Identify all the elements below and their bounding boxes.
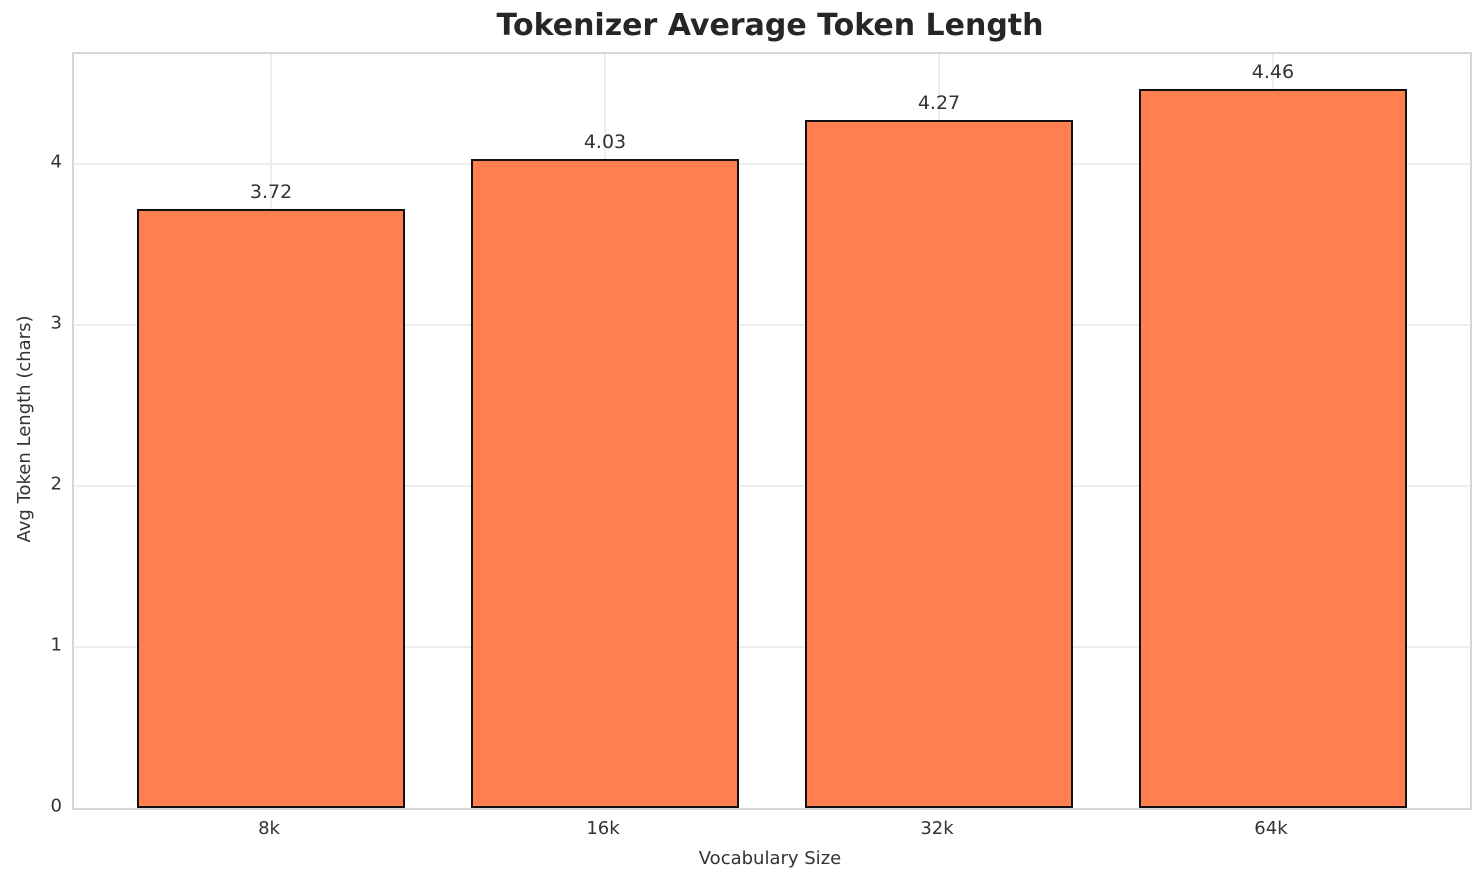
bar-32k — [805, 120, 1073, 808]
horizontal-gridline — [74, 162, 1470, 165]
bar-value-label: 4.46 — [1251, 61, 1295, 84]
bar-8k — [137, 208, 405, 808]
horizontal-gridline — [74, 645, 1470, 648]
bar-value-label: 3.72 — [249, 180, 293, 203]
x-axis-label: Vocabulary Size — [698, 848, 842, 869]
y-tick-label: 1 — [50, 634, 62, 656]
x-tick-label: 64k — [1254, 818, 1288, 839]
x-tick-label: 8k — [258, 818, 280, 839]
y-tick-label: 3 — [50, 312, 62, 334]
bar-value-label: 4.27 — [917, 92, 961, 115]
bar-64k — [1139, 89, 1407, 808]
chart-title: Tokenizer Average Token Length — [496, 8, 1044, 43]
x-tick-label: 32k — [920, 818, 954, 839]
y-axis-label: Avg Token Length (chars) — [14, 315, 35, 543]
horizontal-gridline — [74, 323, 1470, 326]
bar-16k — [471, 158, 739, 808]
bar-value-label: 4.03 — [583, 130, 627, 153]
plot-area: 3.72 4.03 4.27 4.46 — [72, 52, 1472, 810]
x-tick-label: 16k — [586, 818, 620, 839]
horizontal-gridline — [74, 484, 1470, 487]
y-tick-label: 0 — [50, 795, 62, 817]
y-tick-label: 4 — [50, 151, 62, 173]
y-tick-label: 2 — [50, 473, 62, 495]
